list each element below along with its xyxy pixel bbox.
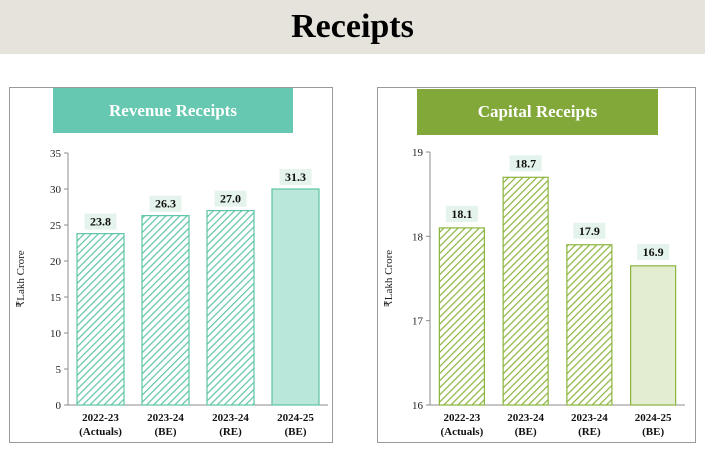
data-label: 31.3 — [285, 170, 306, 184]
data-label-bg — [214, 190, 247, 207]
bar — [566, 244, 613, 406]
category-sublabel: (Actuals) — [440, 426, 483, 438]
y-axis-label: ₹Lakh Crore — [15, 250, 27, 308]
category-sublabel: (BE) — [285, 426, 307, 438]
revenue-receipts-title: Revenue Receipts — [53, 88, 293, 133]
category-label: 2023-24 — [212, 412, 249, 424]
y-tick-label: 25 — [50, 220, 62, 232]
category-sublabel: (BE) — [642, 426, 664, 438]
y-tick-label: 20 — [50, 256, 62, 268]
category-label: 2022-23 — [82, 412, 119, 424]
category-label: 2024-25 — [635, 412, 672, 424]
y-axis-label: ₹Lakh Crore — [383, 250, 395, 308]
category-label: 2023-24 — [507, 412, 544, 424]
bar — [141, 215, 190, 406]
category-sublabel: (BE) — [155, 426, 177, 438]
data-label: 16.9 — [643, 245, 664, 259]
data-label: 18.1 — [451, 207, 472, 221]
y-tick-label: 5 — [56, 364, 62, 376]
category-label: 2022-23 — [444, 412, 481, 424]
category-label: 2023-24 — [147, 412, 184, 424]
capital-receipts-chart: 16 17 18 19 ₹Lakh Crore 18.1 2022-23 (Actuals) 1… — [383, 147, 685, 438]
data-label: 23.8 — [90, 215, 111, 229]
data-label: 27.0 — [220, 192, 241, 206]
capital-receipts-panel: 16 17 18 19 ₹Lakh Crore 18.1 2022-23 (Actuals) 1… — [377, 87, 696, 443]
bar — [630, 265, 677, 406]
page-title: Receipts — [291, 8, 414, 45]
bar — [271, 188, 320, 406]
y-tick-label: 16 — [412, 400, 424, 412]
data-label-bg — [509, 155, 542, 172]
page-header: Receipts — [0, 0, 705, 54]
bar — [502, 176, 549, 406]
data-label-bg — [573, 222, 606, 239]
bar — [76, 233, 125, 406]
data-label: 18.7 — [515, 156, 536, 170]
revenue-receipts-chart: 0 5 10 15 20 25 30 35 ₹Lakh Crore 23.8 2022-23 (Act… — [15, 148, 328, 438]
category-sublabel: (BE) — [515, 426, 537, 438]
y-tick-label: 15 — [50, 292, 62, 304]
y-tick-label: 19 — [412, 147, 424, 159]
category-label: 2024-25 — [277, 412, 314, 424]
revenue-receipts-panel: 0 5 10 15 20 25 30 35 ₹Lakh Crore 23.8 2022-23 (Act… — [9, 87, 333, 443]
data-label-bg — [637, 243, 670, 260]
category-sublabel: (Actuals) — [79, 426, 122, 438]
category-sublabel: (RE) — [578, 426, 601, 438]
y-tick-label: 30 — [50, 184, 62, 196]
bar — [206, 209, 255, 406]
y-tick-label: 35 — [50, 148, 62, 160]
category-label: 2023-24 — [571, 412, 608, 424]
capital-receipts-title: Capital Receipts — [417, 89, 658, 135]
data-label-bg — [84, 213, 117, 230]
data-label: 26.3 — [155, 197, 176, 211]
category-sublabel: (RE) — [219, 426, 242, 438]
data-label-bg — [445, 205, 478, 222]
data-label-bg — [149, 195, 182, 212]
y-tick-label: 10 — [50, 328, 62, 340]
data-label-bg — [279, 169, 312, 185]
bar — [438, 227, 485, 406]
y-tick-label: 17 — [412, 316, 424, 328]
y-tick-label: 0 — [56, 400, 62, 412]
data-label: 17.9 — [579, 224, 600, 238]
y-tick-label: 18 — [412, 231, 424, 243]
